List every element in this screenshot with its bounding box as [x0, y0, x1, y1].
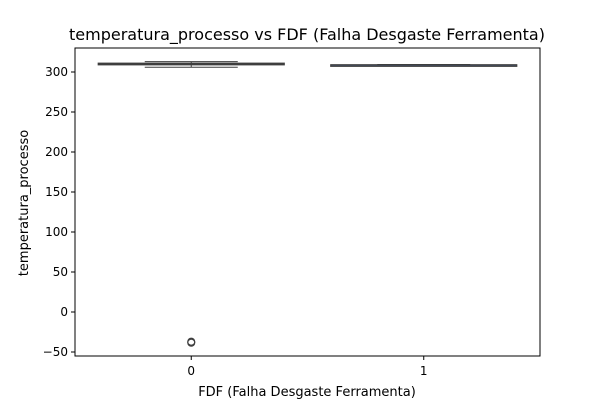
- y-tick-label: 250: [45, 105, 68, 119]
- y-tick-label: 150: [45, 185, 68, 199]
- y-tick-label: 50: [53, 265, 68, 279]
- x-axis-label: FDF (Falha Desgaste Ferramenta): [198, 385, 416, 400]
- x-tick-label: 0: [187, 364, 195, 378]
- plot-area: −50 0 50 100 150 200 250 300 0 1: [43, 47, 541, 378]
- y-tick-label: 300: [45, 65, 68, 79]
- plot-frame: [74, 47, 541, 357]
- y-tick-label: −50: [43, 345, 68, 359]
- y-tick-label: 0: [60, 305, 68, 319]
- y-axis-label: temperatura_processo: [17, 130, 32, 276]
- outlier-point: [187, 338, 196, 347]
- x-tick-label: 1: [420, 364, 428, 378]
- y-tick-label: 100: [45, 225, 68, 239]
- chart-title: temperatura_processo vs FDF (Falha Desga…: [69, 25, 545, 45]
- y-tick-label: 200: [45, 145, 68, 159]
